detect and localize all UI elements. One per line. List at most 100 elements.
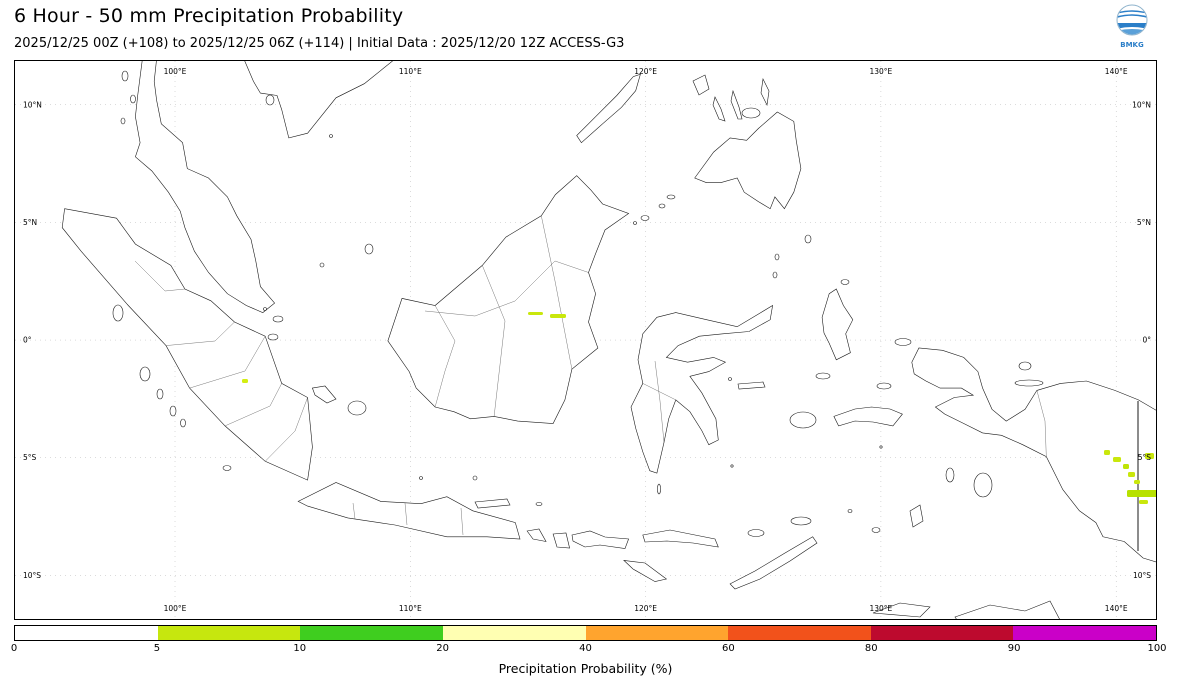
colorbar-tick-label: 20 [436,643,449,654]
axis-label: 100°E [164,604,187,613]
precip-spot [1123,464,1129,469]
aru [973,472,993,498]
island [730,89,743,120]
sumatra-coastline [61,208,313,481]
palawan-coastline [576,73,641,144]
colorbar-tick-label: 90 [1007,643,1021,654]
forecast-period-subtitle: 2025/12/25 00Z (+108) to 2025/12/25 06Z … [14,36,625,51]
precipitation-spots [242,312,1156,504]
sula [737,381,766,390]
island [772,271,778,279]
axis-label: 110°E [399,604,422,613]
precip-spot [1113,457,1121,462]
axis-label: 10°S [1133,571,1151,580]
bawean [472,475,478,481]
island [180,418,186,428]
selayar [657,483,661,495]
sumbawa [571,530,630,549]
colorbar-segment [442,626,586,640]
island [692,74,710,96]
natuna [364,243,374,255]
colorbar-tick-labels: 0 5 10 20 40 60 80 90 100 [10,643,1167,657]
colorbar-tick-label: 0 [10,643,18,654]
precip-spot [1128,472,1135,477]
map-panel: 100°E 100°E 110°E 110°E 120°E 120°E 130°E 130°E… [14,60,1157,620]
bmkg-logo-icon: BMKG [1114,3,1150,53]
misool [876,382,892,390]
sulawesi-coastline [630,304,774,474]
island [760,78,770,106]
anambas [319,262,325,268]
axis-label: 120°E [634,604,657,613]
colorbar-tick-label: 100 [1147,643,1167,654]
kai [945,467,955,483]
damar [847,509,853,513]
axis-label: 5°N [23,218,37,227]
java-coastline [297,482,521,540]
colorbar-segment [15,626,158,640]
timor [729,536,818,590]
island [730,464,734,468]
axis-label: 10°S [23,571,41,580]
colorbar [14,625,1157,641]
maluku-islands [737,279,1044,533]
colorbar-tick-label: 80 [864,643,878,654]
logo-globe [1116,4,1148,36]
con-dao [329,134,333,138]
axis-label: 10°N [1132,100,1151,109]
alor [747,529,765,537]
colorbar-segment [157,626,301,640]
precip-spot [1127,490,1156,497]
flores [642,529,719,548]
island [728,377,732,381]
indonesia-coastline-map: 100°E 100°E 110°E 110°E 120°E 120°E 130°E 130°E… [15,61,1156,619]
island [633,221,637,225]
karimunjawa [419,476,423,480]
babar [871,527,881,533]
axis-label: 140°E [1105,67,1128,76]
phu-quoc [265,94,275,106]
axis-label: 5°S [23,453,37,462]
lingga [267,333,279,341]
seram [833,406,903,427]
precip-spot [1145,453,1154,459]
precip-spot [550,314,566,318]
island [658,203,666,209]
axis-label: 10°N [23,100,42,109]
melville-island [872,602,931,618]
island [640,215,650,221]
island [156,388,164,400]
sulu-sangihe-islands [419,194,853,513]
west-sumatra-islands [112,70,374,471]
malay-peninsula-coastline [135,61,276,313]
papua-coastline [911,347,1156,563]
axis-label: 120°E [634,67,657,76]
axis-label: 130°E [869,604,892,613]
island [712,96,726,122]
wetar [790,516,812,526]
enggano [222,465,232,471]
colorbar-segment [300,626,443,640]
precip-spot [528,312,543,315]
precip-spot [242,379,248,383]
bali [526,528,547,542]
island [741,107,761,119]
colorbar-tick-label: 40 [579,643,592,654]
bangka [311,385,337,404]
axis-label: 130°E [869,67,892,76]
belitung [347,400,367,416]
colorbar-segment [728,626,871,640]
banda [879,445,883,449]
axis-labels: 100°E 100°E 110°E 110°E 120°E 120°E 130°E 130°E… [23,67,1151,613]
axis-label: 100°E [164,67,187,76]
bmkg-logo-text: BMKG [1120,41,1144,49]
colorbar-segment [870,626,1014,640]
island [169,405,177,417]
visayas-islands [692,74,770,122]
axis-label: 110°E [399,67,422,76]
page-title: 6 Hour - 50 mm Precipitation Probability [14,5,404,27]
nias [112,304,124,322]
colorbar-title: Precipitation Probability (%) [498,661,673,676]
island [774,253,780,261]
tanimbar [909,504,924,528]
